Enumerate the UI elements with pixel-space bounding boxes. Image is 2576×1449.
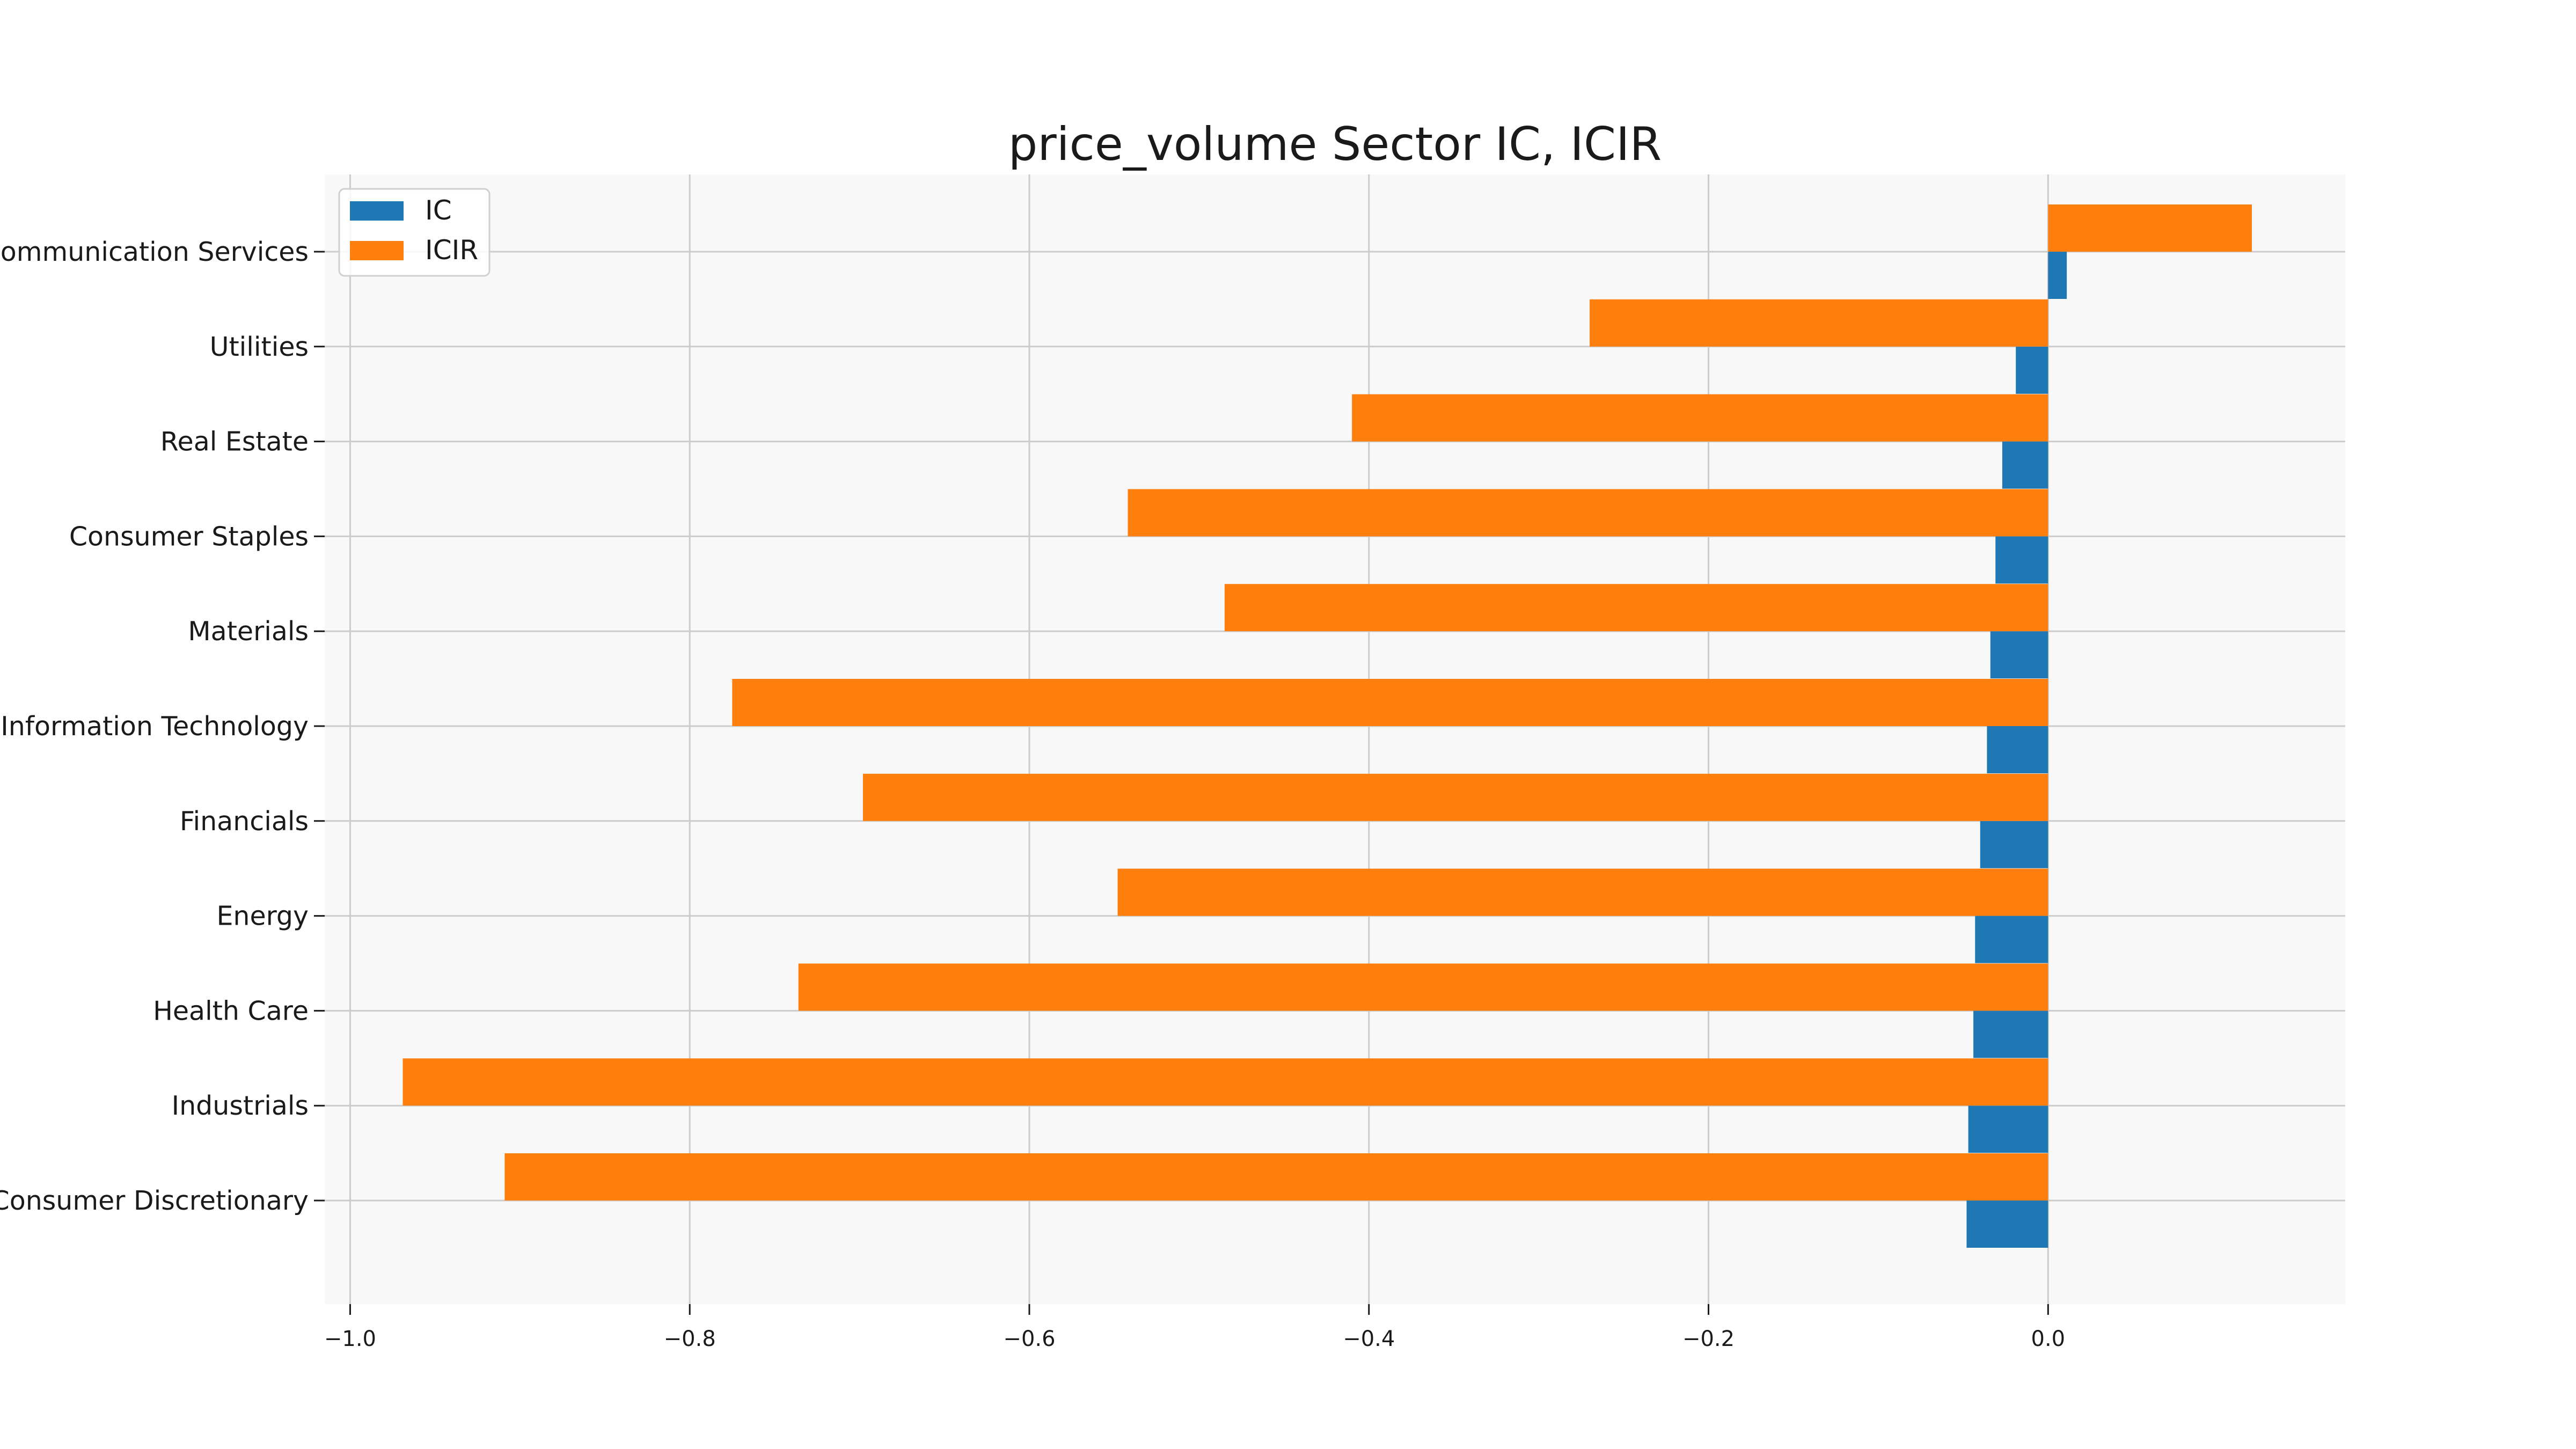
legend-swatch-ic bbox=[350, 201, 404, 221]
bar-ic-consumer-discretionary bbox=[1966, 1201, 2048, 1248]
bars bbox=[402, 204, 2252, 1248]
x-tick-label: −1.0 bbox=[324, 1327, 376, 1351]
legend-swatch-icir bbox=[350, 241, 404, 260]
y-tick-label-utilities: Utilities bbox=[210, 332, 309, 362]
y-tick-label-communication-services: Communication Services bbox=[0, 237, 309, 267]
bar-ic-utilities bbox=[2016, 346, 2048, 394]
y-tick-label-consumer-staples: Consumer Staples bbox=[69, 521, 309, 552]
bar-icir-utilities bbox=[1590, 299, 2048, 347]
legend-label-icir: ICIR bbox=[425, 235, 478, 266]
bar-icir-information-technology bbox=[732, 679, 2048, 726]
legend-label-ic: IC bbox=[425, 195, 452, 226]
bar-icir-consumer-staples bbox=[1128, 489, 2048, 537]
y-tick-label-information-technology: Information Technology bbox=[1, 711, 309, 742]
y-tick-label-consumer-discretionary: Consumer Discretionary bbox=[0, 1185, 309, 1216]
bar-ic-materials bbox=[1990, 631, 2048, 679]
bar-icir-consumer-discretionary bbox=[504, 1153, 2048, 1201]
x-tick-label: −0.8 bbox=[664, 1327, 716, 1351]
y-tick-label-energy: Energy bbox=[216, 901, 309, 932]
bar-icir-health-care bbox=[798, 963, 2048, 1011]
bar-icir-communication-services bbox=[2048, 204, 2252, 252]
y-tick-label-real-estate: Real Estate bbox=[160, 427, 309, 457]
y-axis: Consumer Discretionary Industrials Health … bbox=[0, 237, 325, 1216]
bar-icir-industrials bbox=[402, 1058, 2048, 1106]
y-tick-label-financials: Financials bbox=[180, 806, 309, 837]
bar-icir-materials bbox=[1224, 584, 2048, 632]
bar-ic-financials bbox=[1980, 821, 2048, 868]
bar-ic-industrials bbox=[1968, 1106, 2048, 1153]
x-tick-label: −0.4 bbox=[1343, 1327, 1395, 1351]
y-tick-label-industrials: Industrials bbox=[172, 1091, 309, 1121]
bar-icir-financials bbox=[862, 773, 2048, 821]
y-tick-label-health-care: Health Care bbox=[153, 996, 309, 1026]
bar-ic-energy bbox=[1975, 916, 2048, 963]
legend: IC ICIR bbox=[338, 188, 491, 277]
y-tick-label-materials: Materials bbox=[188, 616, 309, 647]
bar-ic-information-technology bbox=[1987, 726, 2048, 773]
bar-ic-real-estate bbox=[2002, 441, 2048, 489]
bar-ic-communication-services bbox=[2048, 252, 2067, 299]
x-tick-label: −0.6 bbox=[1003, 1327, 1055, 1351]
x-axis: −1.0 −0.8 −0.6 −0.4 −0.2 0.0 bbox=[324, 1304, 2065, 1351]
bar-icir-energy bbox=[1117, 868, 2048, 916]
bar-icir-real-estate bbox=[1352, 394, 2048, 442]
x-tick-label: −0.2 bbox=[1682, 1327, 1735, 1351]
chart-title: price_volume Sector IC, ICIR bbox=[1008, 118, 1662, 171]
x-tick-label: 0.0 bbox=[2031, 1327, 2066, 1351]
bar-ic-consumer-staples bbox=[1995, 536, 2048, 584]
bar-ic-health-care bbox=[1973, 1011, 2048, 1058]
